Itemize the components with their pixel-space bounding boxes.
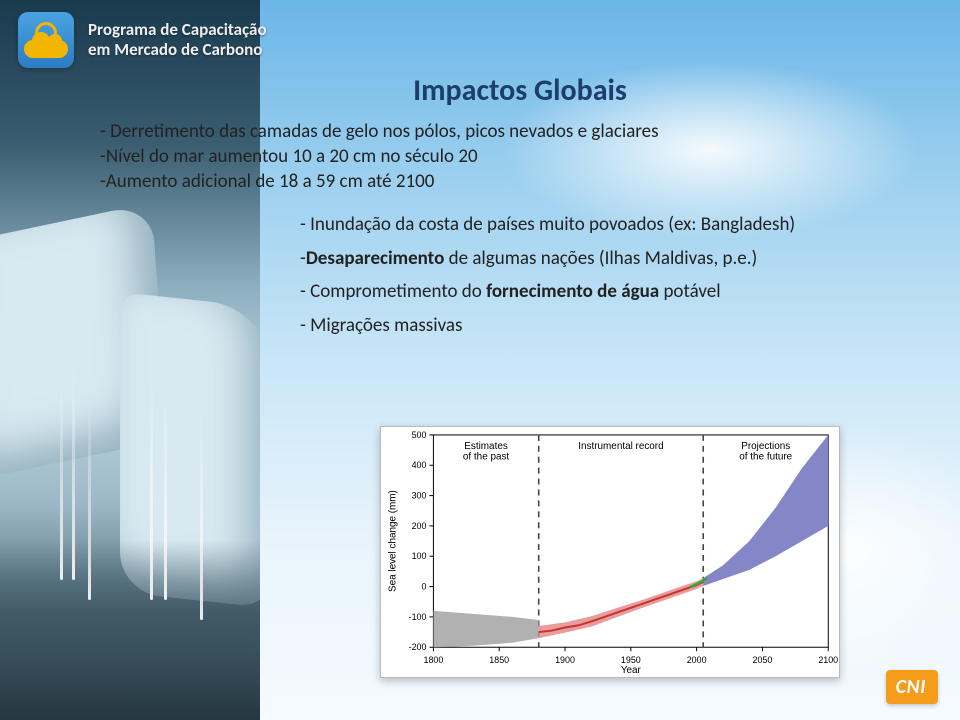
svg-text:2000: 2000: [687, 655, 707, 665]
sea-level-chart: -200 -100 0 100 200 300 400 500 1800 1850 1900 1950…: [380, 426, 840, 678]
sub-line-3: - Comprometimento do fornecimento de águ…: [300, 277, 940, 306]
svg-text:1900: 1900: [555, 655, 575, 665]
program-title-line2: em Mercado de Carbono: [88, 40, 267, 60]
sub-line-4: - Migrações massivas: [300, 311, 940, 340]
program-logo-icon: [18, 12, 74, 68]
svg-text:100: 100: [412, 551, 427, 561]
svg-text:Year: Year: [621, 665, 642, 676]
cni-logo: CNI: [886, 670, 938, 704]
body-line-1: - Derretimento das camadas de gelo nos p…: [100, 119, 940, 144]
svg-text:1800: 1800: [423, 655, 443, 665]
sub-bullets: - Inundação da costa de países muito pov…: [300, 210, 940, 340]
svg-text:-100: -100: [409, 612, 427, 622]
svg-text:Projections: Projections: [741, 441, 790, 452]
svg-text:-200: -200: [409, 642, 427, 652]
sub-line-2: -Desaparecimento de algumas nações (Ilha…: [300, 244, 940, 273]
svg-text:200: 200: [412, 521, 427, 531]
svg-text:Estimates: Estimates: [464, 441, 508, 452]
header-bar: Programa de Capacitação em Mercado de Ca…: [0, 0, 960, 80]
page-title: Impactos Globais: [100, 72, 940, 109]
body-line-3: -Aumento adicional de 18 a 59 cm até 210…: [100, 169, 940, 194]
sub-line-1: - Inundação da costa de países muito pov…: [300, 210, 940, 239]
svg-text:Instrumental record: Instrumental record: [578, 441, 663, 452]
main-content: Impactos Globais - Derretimento das cama…: [100, 72, 940, 344]
body-line-2: -Nível do mar aumentou 10 a 20 cm no séc…: [100, 144, 940, 169]
svg-text:300: 300: [412, 491, 427, 501]
svg-text:Sea level change (mm): Sea level change (mm): [388, 490, 399, 592]
program-title-line1: Programa de Capacitação: [88, 20, 267, 40]
svg-text:of the future: of the future: [739, 452, 792, 463]
svg-text:1950: 1950: [621, 655, 641, 665]
svg-text:of the past: of the past: [463, 452, 510, 463]
svg-text:0: 0: [421, 582, 426, 592]
program-title: Programa de Capacitação em Mercado de Ca…: [88, 20, 267, 59]
svg-text:2100: 2100: [818, 655, 838, 665]
svg-text:1850: 1850: [489, 655, 509, 665]
svg-text:2050: 2050: [753, 655, 773, 665]
svg-text:400: 400: [412, 460, 427, 470]
body-text: - Derretimento das camadas de gelo nos p…: [100, 119, 940, 194]
svg-text:500: 500: [412, 430, 427, 440]
